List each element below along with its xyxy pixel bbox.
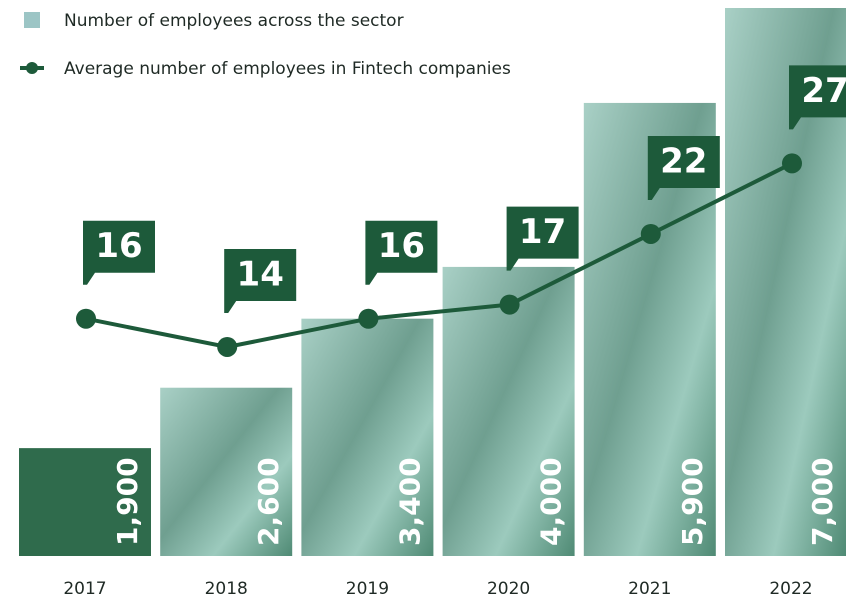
x-tick-label: 2022	[769, 579, 812, 599]
callout	[506, 206, 579, 271]
value-label: 5,900	[676, 457, 709, 546]
legend: Number of employees across the sector Av…	[20, 11, 511, 79]
line-marker	[358, 308, 379, 329]
callout	[647, 135, 720, 200]
bar	[160, 387, 293, 556]
line-marker	[782, 153, 802, 174]
line-marker	[76, 308, 96, 329]
line	[85, 161, 793, 350]
callout-label: 14	[237, 254, 284, 294]
value-label: 2,600	[252, 457, 285, 546]
callout-label: 17	[519, 212, 566, 252]
value-label: 4,000	[535, 457, 568, 546]
x-tick-label: 2021	[628, 579, 671, 599]
value-label: 7,000	[806, 457, 839, 546]
callout	[83, 220, 155, 285]
value-label: 3,400	[393, 457, 426, 546]
callout-label: 16	[378, 226, 425, 266]
x-tick-label: 2019	[346, 579, 389, 599]
callout-label: 27	[801, 71, 846, 111]
x-tick-label: 2018	[205, 579, 248, 599]
legend-marker	[26, 62, 38, 74]
legend-swatch	[24, 12, 40, 28]
legend-label: Average number of employees in Fintech c…	[64, 59, 511, 79]
callout	[789, 65, 846, 130]
line-marker	[640, 223, 661, 244]
bar	[442, 266, 575, 556]
line-marker	[499, 294, 520, 315]
bar	[19, 448, 151, 556]
x-tick-label: 2017	[63, 579, 106, 599]
line-marker	[217, 336, 238, 357]
callout	[365, 220, 438, 285]
callout-label: 16	[95, 226, 142, 266]
value-label: 1,900	[111, 457, 144, 546]
callout	[224, 248, 297, 313]
callout-label: 22	[660, 141, 707, 181]
x-tick-label: 2020	[487, 579, 530, 599]
bar	[301, 318, 434, 556]
legend-label: Number of employees across the sector	[64, 11, 404, 31]
